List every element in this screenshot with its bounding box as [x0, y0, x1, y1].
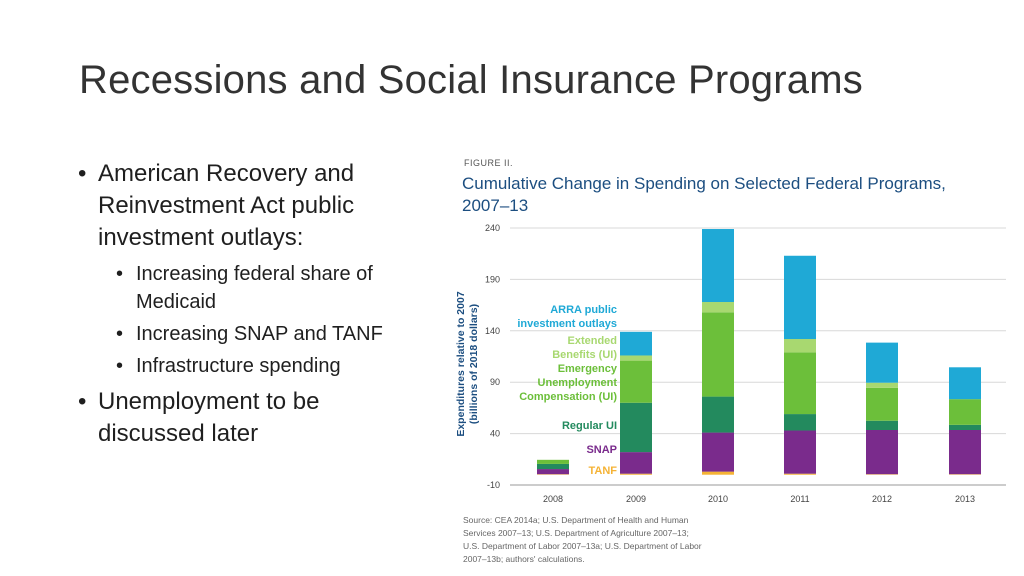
bar-segment [866, 430, 898, 475]
bar-segment [866, 474, 898, 475]
figure-title-line1: Cumulative Change in Spending on Selecte… [462, 174, 946, 193]
sub-bullet-list: Increasing federal share of Medicaid Inc… [78, 260, 423, 380]
bar-segment [949, 399, 981, 425]
figure-title-line2: 2007–13 [462, 196, 528, 215]
bar-segment [620, 331, 652, 356]
y-axis-label-line2: (billions of 2018 dollars) [468, 304, 480, 424]
bar-segment [784, 339, 816, 353]
bar-segment [537, 469, 569, 475]
slide-title: Recessions and Social Insurance Programs [79, 58, 863, 102]
legend-emergency-unemployment-compensation-ui: Emergency Unemployment Compensation (UI) [519, 363, 618, 403]
bar-segment [784, 352, 816, 415]
sub-bullet-medicaid: Increasing federal share of Medicaid [116, 260, 423, 316]
y-tick-label: 140 [485, 326, 500, 336]
y-axis-label-line1: Expenditures relative to 2007 [455, 291, 467, 436]
bar-segment [537, 463, 569, 470]
x-tick-label: 2011 [790, 494, 809, 504]
figure-chart: FIGURE II. Cumulative Change in Spending… [455, 158, 1006, 564]
bar-segment [537, 459, 569, 464]
y-tick-label: -10 [487, 480, 500, 490]
bullet-arra: American Recovery and Reinvestment Act p… [78, 158, 423, 254]
source-line-1: Source: CEA 2014a; U.S. Department of He… [463, 515, 689, 525]
y-tick-label: 40 [490, 429, 500, 439]
legend-tanf: TANF [588, 465, 617, 477]
y-tick-label: 190 [485, 274, 500, 284]
x-tick-label: 2010 [708, 494, 728, 504]
tick-layer: -10 40 90 140 190 240 2008 2009 2010 2011 2012 2013 [485, 223, 975, 504]
bar-segment [702, 471, 734, 475]
bar-segment [702, 396, 734, 433]
figure-label: FIGURE II. [464, 158, 513, 168]
bar-segment [949, 474, 981, 475]
legend-layer: ARRA public investment outlays Extended Ben… [517, 304, 618, 477]
bar-segment [866, 420, 898, 431]
legend-regular-ui: Regular UI [562, 420, 617, 432]
bullet-list: American Recovery and Reinvestment Act p… [78, 158, 423, 456]
bar-segment [949, 367, 981, 400]
source-line-4: 2007–13b; authors' calculations. [463, 554, 585, 564]
bar-segment [784, 414, 816, 431]
bar-segment [620, 452, 652, 474]
source-line-3: U.S. Department of Labor 2007–13a; U.S. … [463, 541, 702, 551]
source-line-2: Services 2007–13; U.S. Department of Agr… [463, 528, 689, 538]
bar-segment [866, 387, 898, 421]
legend-snap: SNAP [586, 444, 617, 456]
y-tick-label: 240 [485, 223, 500, 233]
x-tick-label: 2013 [955, 494, 975, 504]
bar-segment [620, 355, 652, 361]
x-tick-label: 2009 [626, 494, 646, 504]
grid-layer [510, 227, 1006, 486]
bar-segment [866, 382, 898, 388]
bar-segment [702, 432, 734, 472]
bar-segment [949, 430, 981, 475]
sub-bullet-snap-tanf: Increasing SNAP and TANF [116, 320, 423, 348]
x-tick-label: 2008 [543, 494, 563, 504]
sub-bullet-infrastructure: Infrastructure spending [116, 352, 423, 380]
bar-segment [702, 302, 734, 313]
bar-segment [620, 402, 652, 453]
bar-segment [620, 360, 652, 403]
bar-segment [702, 229, 734, 303]
bar-segment [702, 312, 734, 397]
bar-segment [537, 474, 569, 475]
y-tick-label: 90 [490, 377, 500, 387]
bar-segment [866, 342, 898, 383]
bar-segment [784, 430, 816, 474]
x-tick-label: 2012 [872, 494, 892, 504]
bar-segment [784, 473, 816, 475]
bar-segment [620, 473, 652, 475]
bullet-unemployment: Unemployment to be discussed later [78, 386, 423, 450]
legend-extended-benefits-ui: Extended Benefits (UI) [552, 335, 617, 361]
bar-segment [949, 424, 981, 431]
legend-arra-public-investment-outlays: ARRA public investment outlays [517, 304, 617, 330]
bar-layer [537, 229, 981, 475]
bar-segment [784, 255, 816, 340]
